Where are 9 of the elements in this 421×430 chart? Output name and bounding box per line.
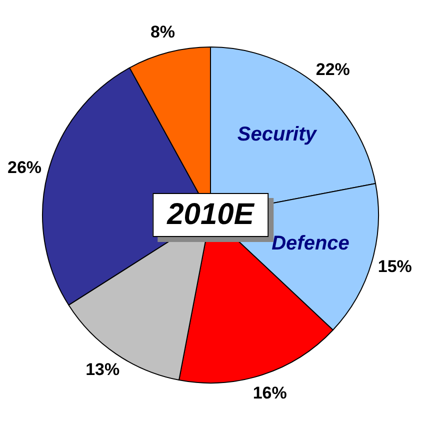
data-label: 22% (316, 60, 350, 79)
data-label: 15% (378, 257, 412, 276)
text: 2010E (152, 193, 269, 237)
data-label: 26% (8, 158, 42, 177)
slice-label: Defence (272, 232, 350, 255)
data-label: 13% (86, 360, 120, 380)
data-label: 8% (150, 22, 176, 42)
slice-label: Security (237, 123, 318, 146)
data-label: 16% (252, 383, 287, 402)
